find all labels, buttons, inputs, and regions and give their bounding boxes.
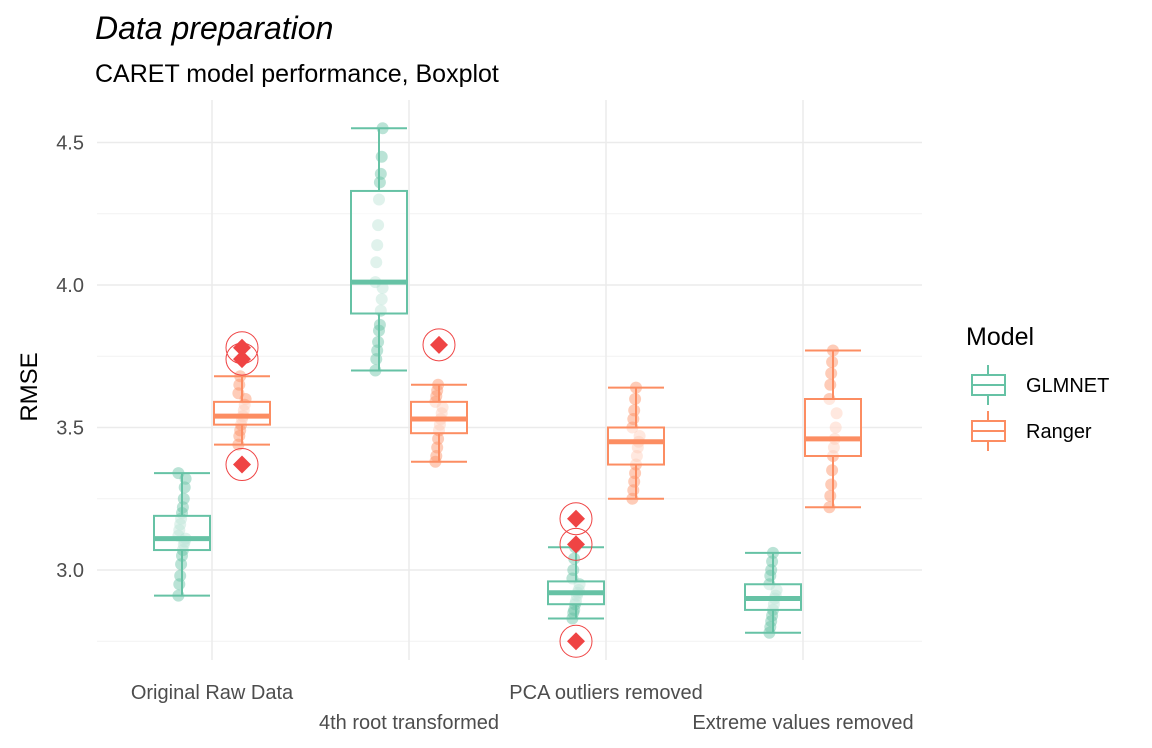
outlier-ring bbox=[559, 527, 593, 561]
data-point bbox=[628, 404, 641, 417]
y-axis-label: RMSE bbox=[16, 352, 43, 421]
chart-title: Data preparation bbox=[95, 10, 334, 46]
x-tick-label: Original Raw Data bbox=[131, 682, 294, 704]
data-point bbox=[431, 441, 444, 454]
data-point bbox=[824, 378, 837, 391]
x-tick-label: Extreme values removed bbox=[692, 712, 913, 734]
data-point bbox=[825, 367, 838, 380]
x-tick-label: 4th root transformed bbox=[319, 712, 499, 734]
outlier-diamond bbox=[233, 455, 251, 474]
box-iqr bbox=[607, 426, 665, 466]
legend-label: GLMNET bbox=[1026, 375, 1109, 397]
box-iqr bbox=[804, 398, 862, 457]
data-point bbox=[371, 344, 384, 357]
data-point bbox=[375, 150, 388, 163]
data-point bbox=[765, 615, 778, 628]
outlier-diamond bbox=[233, 350, 251, 369]
data-point bbox=[374, 167, 387, 180]
data-point bbox=[567, 564, 580, 576]
data-point bbox=[628, 475, 641, 488]
box-glmnet-1 bbox=[350, 122, 408, 377]
box-ranger-3 bbox=[804, 344, 862, 514]
box-ranger-1 bbox=[410, 328, 468, 468]
y-tick-label: 3.0 bbox=[56, 560, 84, 582]
box-glmnet-2 bbox=[547, 502, 605, 658]
data-point bbox=[824, 489, 837, 502]
y-tick-label: 4.0 bbox=[56, 275, 84, 297]
data-point bbox=[177, 492, 190, 505]
data-point bbox=[431, 384, 444, 397]
outlier-ring bbox=[225, 448, 259, 482]
outlier-diamond bbox=[567, 509, 585, 528]
legend: Model GLMNET Ranger bbox=[966, 323, 1109, 451]
box-glmnet-3 bbox=[744, 546, 802, 639]
outlier-ring bbox=[559, 502, 593, 536]
chart-subtitle: CARET model performance, Boxplot bbox=[95, 60, 499, 88]
box-iqr bbox=[350, 189, 408, 315]
data-point bbox=[568, 552, 581, 565]
data-point bbox=[825, 478, 838, 491]
grid-lines bbox=[97, 100, 922, 660]
y-tick-label: 3.5 bbox=[56, 418, 84, 440]
box-iqr bbox=[213, 400, 271, 426]
legend-label: Ranger bbox=[1026, 421, 1092, 443]
x-tick-label: PCA outliers removed bbox=[509, 682, 702, 704]
outlier-diamond bbox=[233, 338, 251, 357]
box-iqr bbox=[153, 514, 211, 552]
legend-item-ranger: Ranger bbox=[971, 411, 1092, 451]
y-tick-label: 4.5 bbox=[56, 133, 84, 155]
outlier-diamond bbox=[430, 335, 448, 354]
data-point bbox=[234, 424, 247, 437]
outlier-diamond bbox=[567, 535, 585, 554]
outlier-ring bbox=[225, 331, 259, 365]
chart-marks bbox=[153, 122, 862, 658]
data-point bbox=[765, 564, 778, 576]
data-point bbox=[174, 569, 187, 582]
box-glmnet-0 bbox=[153, 467, 211, 602]
legend-item-glmnet: GLMNET bbox=[971, 365, 1109, 405]
outlier-ring bbox=[559, 624, 593, 658]
box-ranger-2 bbox=[607, 381, 665, 505]
legend-title: Model bbox=[966, 323, 1034, 351]
outlier-diamond bbox=[567, 632, 585, 651]
axes: 3.0 3.5 4.0 4.5 Original Raw Data 4th root tr… bbox=[56, 133, 913, 735]
box-ranger-0 bbox=[213, 331, 271, 482]
outlier-ring bbox=[422, 328, 456, 362]
data-point bbox=[568, 603, 581, 616]
